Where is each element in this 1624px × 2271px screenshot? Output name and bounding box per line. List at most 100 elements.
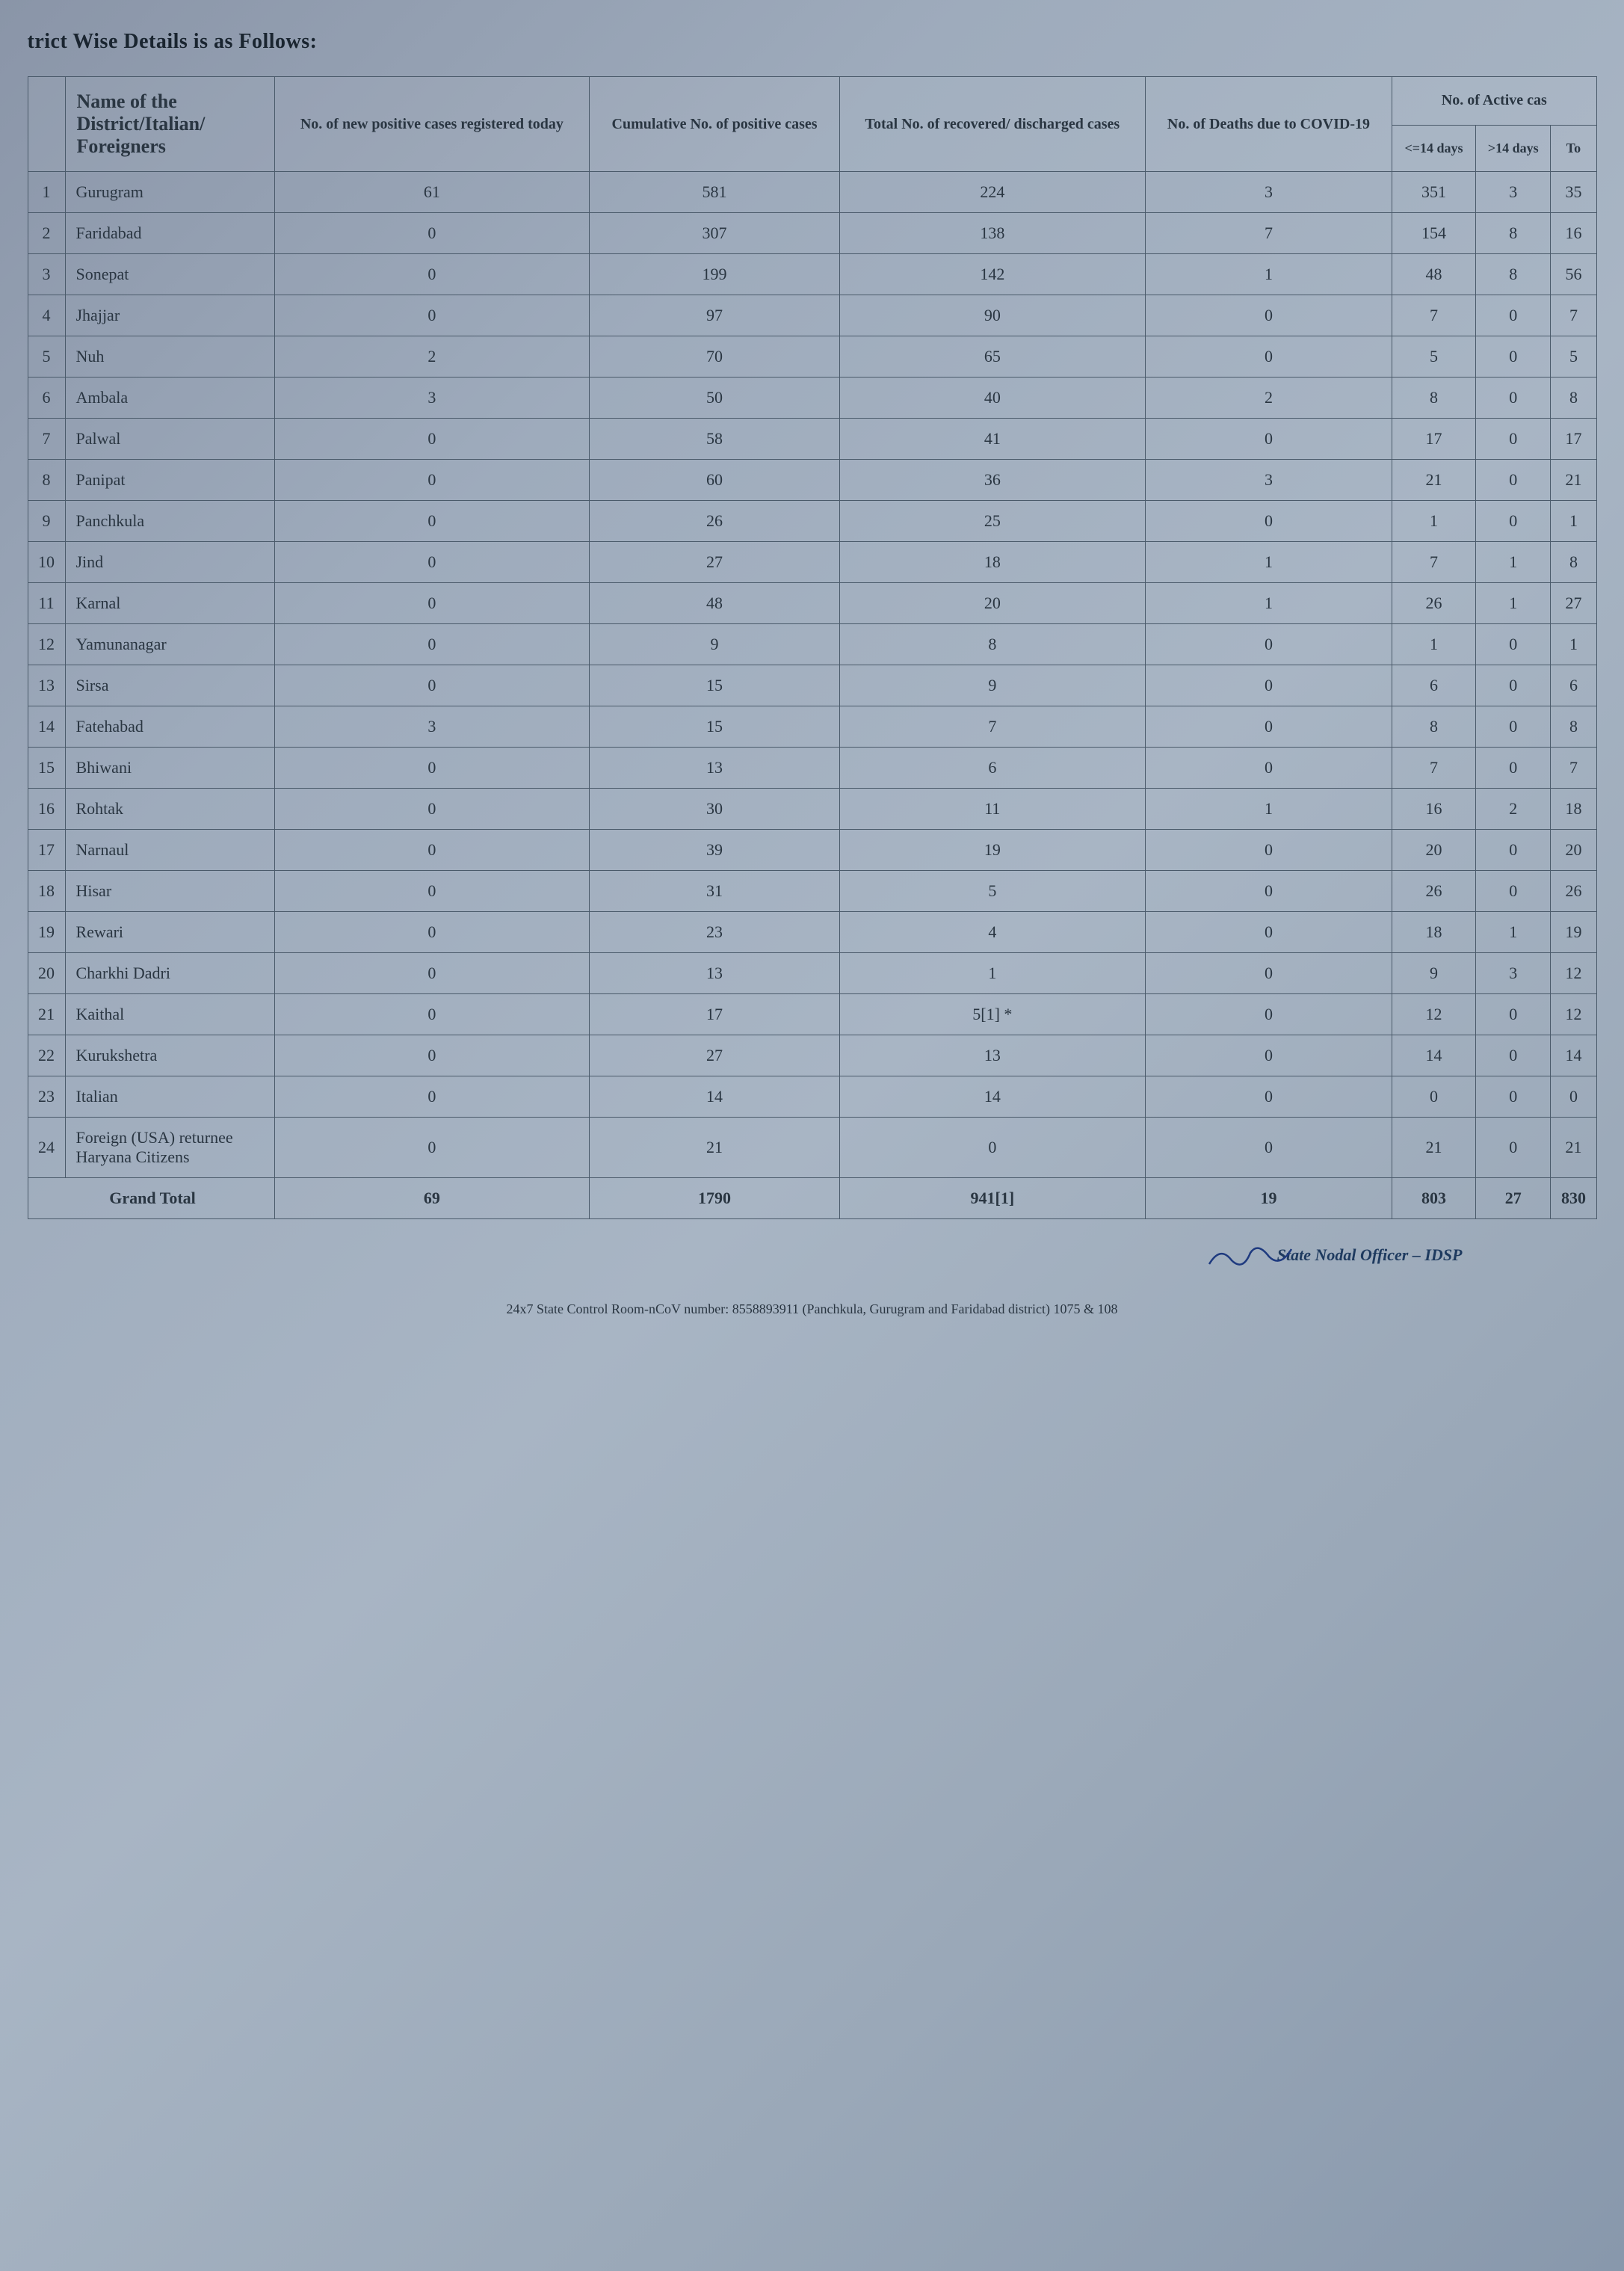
cell-new-positive: 0 (274, 419, 590, 460)
cell-new-positive: 61 (274, 172, 590, 213)
cell-cumulative: 15 (590, 665, 840, 706)
cell-recovered: 41 (839, 419, 1145, 460)
cell-recovered: 8 (839, 624, 1145, 665)
cell-deaths: 1 (1145, 542, 1392, 583)
cell-active-14less: 7 (1392, 542, 1476, 583)
cell-district: Kurukshetra (65, 1035, 274, 1076)
cell-sno: 10 (28, 542, 65, 583)
cell-district: Panchkula (65, 501, 274, 542)
cell-active-14less: 48 (1392, 254, 1476, 295)
cell-district: Gurugram (65, 172, 274, 213)
cell-new-positive: 0 (274, 994, 590, 1035)
cell-sno: 12 (28, 624, 65, 665)
cell-new-positive: 0 (274, 254, 590, 295)
cell-active-total: 14 (1551, 1035, 1596, 1076)
cell-active-14less: 21 (1392, 1118, 1476, 1178)
cell-new-positive: 0 (274, 953, 590, 994)
cell-cumulative: 581 (590, 172, 840, 213)
cell-recovered: 18 (839, 542, 1145, 583)
cell-recovered: 65 (839, 336, 1145, 378)
cell-deaths: 0 (1145, 624, 1392, 665)
cell-deaths: 1 (1145, 583, 1392, 624)
cell-active-14less: 17 (1392, 419, 1476, 460)
cell-district: Panipat (65, 460, 274, 501)
cell-new-positive: 0 (274, 871, 590, 912)
cell-new-positive: 0 (274, 583, 590, 624)
cell-new-positive: 0 (274, 460, 590, 501)
cell-recovered: 9 (839, 665, 1145, 706)
cell-active-total: 56 (1551, 254, 1596, 295)
cell-sno: 16 (28, 789, 65, 830)
cell-district: Bhiwani (65, 748, 274, 789)
cell-cumulative: 48 (590, 583, 840, 624)
table-row: 9Panchkula026250101 (28, 501, 1596, 542)
cell-new-positive: 0 (274, 624, 590, 665)
cell-sno: 22 (28, 1035, 65, 1076)
cell-sno: 15 (28, 748, 65, 789)
cell-active-14less: 26 (1392, 583, 1476, 624)
header-active-14more: >14 days (1476, 125, 1551, 171)
cell-active-total: 26 (1551, 871, 1596, 912)
cell-district: Foreign (USA) returnee Haryana Citizens (65, 1118, 274, 1178)
cell-deaths: 0 (1145, 1035, 1392, 1076)
cell-recovered: 142 (839, 254, 1145, 295)
cell-total-new-positive: 69 (274, 1178, 590, 1219)
cell-total-cumulative: 1790 (590, 1178, 840, 1219)
cell-active-14more: 1 (1476, 542, 1551, 583)
cell-sno: 23 (28, 1076, 65, 1118)
cell-new-positive: 0 (274, 1035, 590, 1076)
cell-district: Palwal (65, 419, 274, 460)
cell-sno: 8 (28, 460, 65, 501)
table-row: 16Rohtak03011116218 (28, 789, 1596, 830)
cell-deaths: 0 (1145, 1076, 1392, 1118)
cell-recovered: 6 (839, 748, 1145, 789)
cell-sno: 24 (28, 1118, 65, 1178)
cell-active-14more: 0 (1476, 871, 1551, 912)
cell-cumulative: 97 (590, 295, 840, 336)
cell-district: Sonepat (65, 254, 274, 295)
cell-active-total: 7 (1551, 295, 1596, 336)
cell-total-label: Grand Total (28, 1178, 274, 1219)
cell-deaths: 0 (1145, 419, 1392, 460)
cell-active-14less: 6 (1392, 665, 1476, 706)
cell-new-positive: 0 (274, 295, 590, 336)
cell-cumulative: 21 (590, 1118, 840, 1178)
cell-deaths: 0 (1145, 830, 1392, 871)
cell-sno: 2 (28, 213, 65, 254)
cell-active-total: 0 (1551, 1076, 1596, 1118)
cell-cumulative: 30 (590, 789, 840, 830)
cell-sno: 17 (28, 830, 65, 871)
cell-active-14less: 351 (1392, 172, 1476, 213)
cell-active-14more: 0 (1476, 994, 1551, 1035)
cell-total-active-total: 830 (1551, 1178, 1596, 1219)
table-header: Name of the District/Italian/ Foreigners… (28, 77, 1596, 172)
cell-total-active-14more: 27 (1476, 1178, 1551, 1219)
cell-sno: 14 (28, 706, 65, 748)
cell-recovered: 11 (839, 789, 1145, 830)
header-cumulative: Cumulative No. of positive cases (590, 77, 840, 172)
header-new-positive: No. of new positive cases registered tod… (274, 77, 590, 172)
cell-deaths: 0 (1145, 748, 1392, 789)
cell-active-14more: 0 (1476, 501, 1551, 542)
cell-active-14more: 0 (1476, 1118, 1551, 1178)
cell-sno: 4 (28, 295, 65, 336)
cell-cumulative: 23 (590, 912, 840, 953)
table-row: 12Yamunanagar0980101 (28, 624, 1596, 665)
cell-active-14more: 0 (1476, 748, 1551, 789)
cell-active-14more: 1 (1476, 912, 1551, 953)
table-row: 23Italian014140000 (28, 1076, 1596, 1118)
cell-sno: 11 (28, 583, 65, 624)
cell-cumulative: 14 (590, 1076, 840, 1118)
cell-deaths: 0 (1145, 871, 1392, 912)
cell-active-14less: 26 (1392, 871, 1476, 912)
cell-cumulative: 9 (590, 624, 840, 665)
cell-active-total: 19 (1551, 912, 1596, 953)
cell-active-14more: 0 (1476, 336, 1551, 378)
signature-block: State Nodal Officer – IDSP (28, 1242, 1597, 1272)
header-sno (28, 77, 65, 172)
table-row: 4Jhajjar097900707 (28, 295, 1596, 336)
cell-active-14more: 2 (1476, 789, 1551, 830)
cell-deaths: 0 (1145, 1118, 1392, 1178)
cell-active-14more: 0 (1476, 1035, 1551, 1076)
cell-cumulative: 31 (590, 871, 840, 912)
